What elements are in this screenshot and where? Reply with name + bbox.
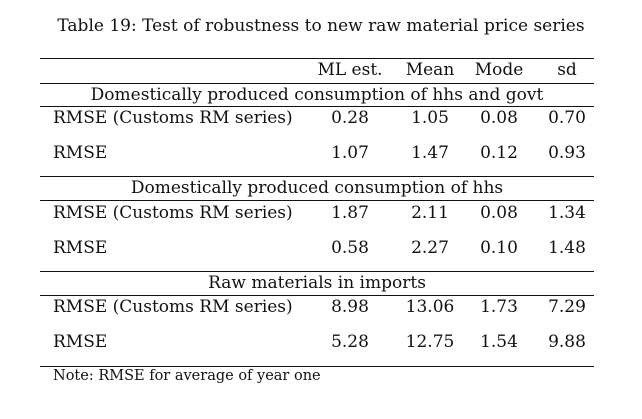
- table-row: RMSE 5.28 12.75 1.54 9.88: [40, 330, 594, 354]
- row-label: RMSE (Customs RM series): [53, 297, 293, 317]
- cell: 7.29: [548, 297, 586, 317]
- cell: 1.54: [480, 332, 518, 352]
- section-header: Domestically produced consumption of hhs…: [90, 85, 544, 105]
- row-label: RMSE (Customs RM series): [53, 108, 293, 128]
- cell: 1.05: [411, 108, 449, 128]
- bottom-rule: [40, 366, 594, 368]
- cell: 0.28: [331, 108, 369, 128]
- cell: 1.07: [331, 143, 369, 163]
- cell: 13.06: [405, 297, 455, 317]
- section-header: Domestically produced consumption of hhs: [130, 178, 504, 198]
- cell: 8.98: [331, 297, 369, 317]
- rule: [40, 271, 594, 273]
- table-row: RMSE (Customs RM series) 1.87 2.11 0.08 …: [40, 201, 594, 225]
- cell: 5.28: [331, 332, 369, 352]
- cell: 0.93: [548, 143, 586, 163]
- cell: 2.27: [411, 238, 449, 258]
- cell: 1.87: [331, 203, 369, 223]
- cell: 1.34: [548, 203, 586, 223]
- rule: [40, 83, 594, 85]
- cell: 0.70: [548, 108, 586, 128]
- column-header: Mode: [474, 60, 524, 80]
- cell: 0.10: [480, 238, 518, 258]
- column-header: Mean: [405, 60, 455, 80]
- top-rule: [40, 58, 594, 60]
- cell: 12.75: [405, 332, 455, 352]
- rule: [40, 106, 594, 108]
- row-label: RMSE: [53, 332, 108, 352]
- table-row: RMSE (Customs RM series) 0.28 1.05 0.08 …: [40, 106, 594, 130]
- cell: 0.08: [480, 203, 518, 223]
- column-header-row: ML est. Mean Mode sd: [40, 58, 594, 82]
- cell: 0.08: [480, 108, 518, 128]
- row-label: RMSE: [53, 238, 108, 258]
- table-row: RMSE (Customs RM series) 8.98 13.06 1.73…: [40, 295, 594, 319]
- table-note: Note: RMSE for average of year one: [53, 368, 321, 384]
- table-row: RMSE 1.07 1.47 0.12 0.93: [40, 141, 594, 165]
- cell: 1.73: [480, 297, 518, 317]
- cell: 2.11: [411, 203, 449, 223]
- rule: [40, 295, 594, 297]
- cell: 1.48: [548, 238, 586, 258]
- column-header: ML est.: [317, 60, 383, 80]
- rule: [40, 176, 594, 178]
- row-label: RMSE: [53, 143, 108, 163]
- table-row: RMSE 0.58 2.27 0.10 1.48: [40, 236, 594, 260]
- cell: 1.47: [411, 143, 449, 163]
- row-label: RMSE (Customs RM series): [53, 203, 293, 223]
- section-header: Raw materials in imports: [208, 273, 426, 293]
- table-caption: Table 19: Test of robustness to new raw …: [57, 16, 585, 36]
- cell: 9.88: [548, 332, 586, 352]
- cell: 0.58: [331, 238, 369, 258]
- rule: [40, 200, 594, 202]
- column-header: sd: [557, 60, 577, 80]
- cell: 0.12: [480, 143, 518, 163]
